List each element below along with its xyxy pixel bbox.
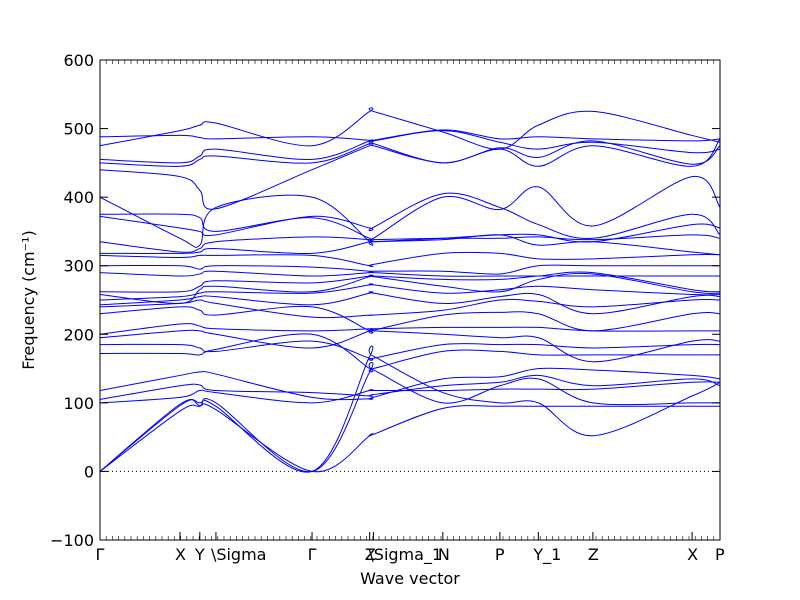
y-tick-label: 400 <box>63 188 94 207</box>
phonon-branch-24 <box>99 194 721 248</box>
y-tick-label: 500 <box>63 120 94 139</box>
plot-area <box>99 107 721 473</box>
phonon-branch-11 <box>99 305 721 334</box>
phonon-branch-4 <box>99 381 721 404</box>
phonon-branch-25 <box>99 138 721 210</box>
plot-frame <box>99 59 721 541</box>
x-tick-label: P <box>495 545 505 564</box>
x-tick-label: Z <box>365 545 376 564</box>
phonon-branch-19 <box>99 251 721 267</box>
phonon-branch-21 <box>99 234 721 253</box>
phonon-branch-27 <box>99 130 721 164</box>
x-tick-label: X <box>687 545 698 564</box>
y-tick-label: 200 <box>63 325 94 344</box>
y-tick-label: 0 <box>84 462 94 481</box>
x-tick-label: P <box>715 545 725 564</box>
x-tick-label: Γ <box>308 545 317 564</box>
x-tick-label: Y_1 <box>532 545 561 565</box>
x-axis-label: Wave vector <box>360 569 460 588</box>
phonon-branch-1 <box>99 399 720 473</box>
phonon-branch-8 <box>99 340 721 361</box>
phonon-branch-29 <box>99 129 721 142</box>
y-tick-label: 300 <box>63 257 94 276</box>
phonon-branch-6 <box>99 367 721 401</box>
x-tick-label: \Sigma <box>211 545 267 564</box>
phonon-branch-14 <box>99 283 721 301</box>
x-tick-label: N <box>438 545 450 564</box>
phonon-branch-23 <box>99 176 721 243</box>
phonon-branch-13 <box>99 291 721 315</box>
phonon-branch-3 <box>99 362 720 472</box>
x-tick-label: \Sigma_1 <box>368 545 442 565</box>
y-tick-label: 600 <box>63 51 94 70</box>
phonon-branch-5 <box>99 374 721 400</box>
x-tick-label: Z <box>588 545 599 564</box>
x-tick-label: Y <box>194 545 205 564</box>
phonon-branch-28 <box>99 107 721 150</box>
phonon-branch-12 <box>99 298 721 319</box>
x-tick-label: X <box>175 545 186 564</box>
y-tick-label: 100 <box>63 394 94 413</box>
phonon-branch-15 <box>99 272 721 304</box>
x-tick-label: Γ <box>96 545 105 564</box>
phonon-branch-18 <box>99 264 721 275</box>
phonon-branch-17 <box>99 270 720 277</box>
y-tick-label: −100 <box>50 531 94 550</box>
phonon-branch-2 <box>99 345 721 473</box>
phonon-branch-16 <box>99 271 721 293</box>
y-axis-label: Frequency (cm⁻¹) <box>19 230 38 369</box>
phonon-branch-7 <box>99 333 720 373</box>
phonon-branch-9 <box>99 328 721 363</box>
phonon-branch-22 <box>99 192 721 239</box>
phonon-branch-26 <box>99 140 721 167</box>
y-axis: −100 0 100 200 300 400 500 600 <box>50 51 720 550</box>
